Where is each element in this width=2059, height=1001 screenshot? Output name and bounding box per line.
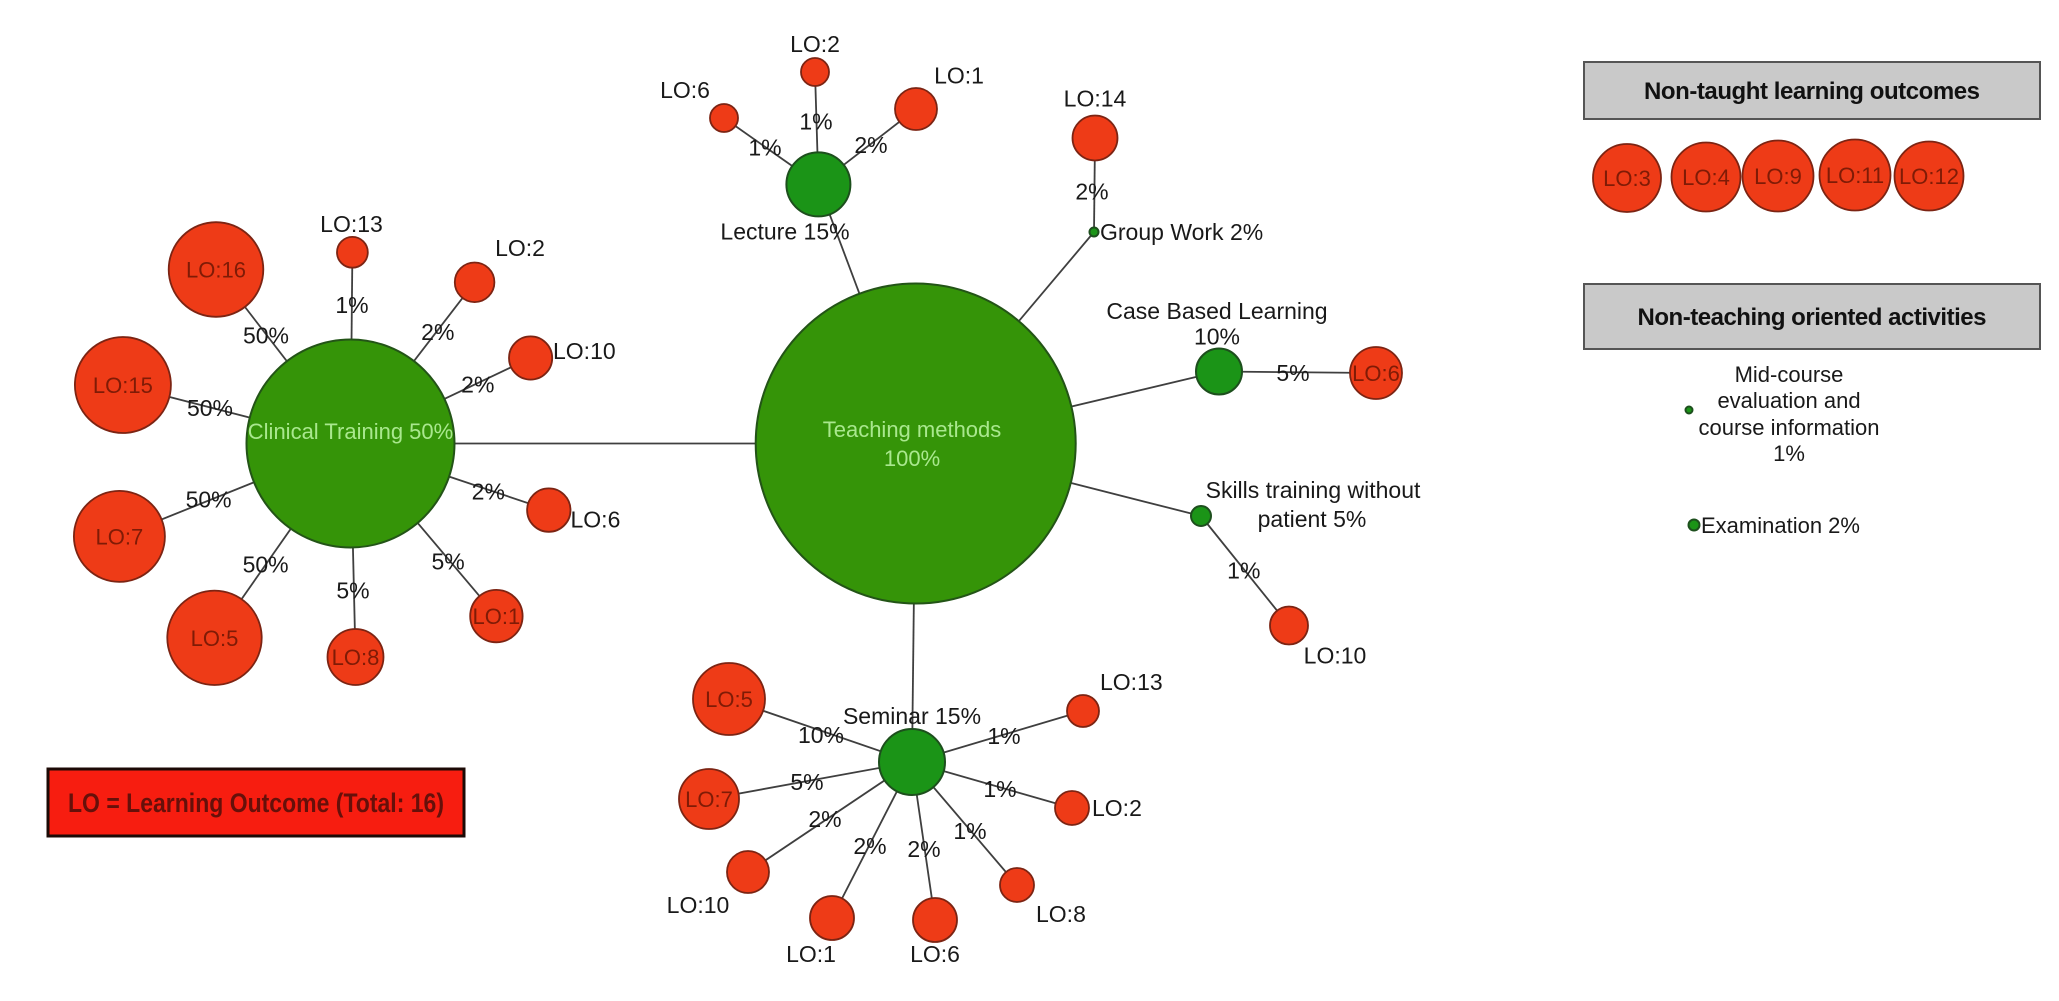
svg-text:LO:11: LO:11 <box>1826 163 1884 188</box>
svg-text:1%: 1% <box>987 723 1020 749</box>
svg-text:2%: 2% <box>907 836 940 862</box>
svg-text:1%: 1% <box>748 135 781 161</box>
svg-text:LO:10: LO:10 <box>553 338 616 364</box>
svg-text:Clinical Training 50%: Clinical Training 50% <box>248 419 453 444</box>
svg-text:Non-teaching oriented activiti: Non-teaching oriented activities <box>1638 304 1987 331</box>
svg-text:Skills training without: Skills training without <box>1206 477 1421 503</box>
svg-text:2%: 2% <box>853 833 886 859</box>
svg-text:LO:8: LO:8 <box>332 645 380 670</box>
svg-text:Non-taught learning outcomes: Non-taught learning outcomes <box>1644 78 1980 105</box>
svg-text:LO:1: LO:1 <box>473 604 521 629</box>
svg-text:Examination 2%: Examination 2% <box>1701 513 1860 538</box>
svg-text:LO:9: LO:9 <box>1754 164 1802 189</box>
svg-text:evaluation and: evaluation and <box>1717 388 1860 413</box>
svg-text:LO:6: LO:6 <box>660 77 710 103</box>
svg-text:1%: 1% <box>1227 558 1260 584</box>
svg-text:LO:13: LO:13 <box>1100 669 1163 695</box>
svg-text:1%: 1% <box>335 292 368 318</box>
svg-text:10%: 10% <box>798 722 844 748</box>
svg-text:LO:2: LO:2 <box>495 235 545 261</box>
svg-text:LO:5: LO:5 <box>191 626 239 651</box>
svg-text:LO:10: LO:10 <box>1304 643 1367 669</box>
svg-text:LO:16: LO:16 <box>186 258 246 283</box>
svg-text:50%: 50% <box>243 551 289 577</box>
svg-text:LO:14: LO:14 <box>1064 86 1127 112</box>
svg-text:5%: 5% <box>431 549 464 575</box>
svg-text:2%: 2% <box>472 479 505 505</box>
svg-text:LO:6: LO:6 <box>1352 361 1400 386</box>
svg-text:course information: course information <box>1699 415 1880 440</box>
svg-text:patient 5%: patient 5% <box>1258 506 1367 532</box>
svg-text:LO:5: LO:5 <box>705 687 753 712</box>
svg-text:1%: 1% <box>799 109 832 135</box>
svg-text:Mid-course: Mid-course <box>1735 362 1844 387</box>
svg-text:LO:2: LO:2 <box>1092 795 1142 821</box>
svg-text:LO:15: LO:15 <box>93 373 153 398</box>
svg-text:2%: 2% <box>1075 179 1108 205</box>
svg-text:1%: 1% <box>953 818 986 844</box>
svg-text:2%: 2% <box>854 132 887 158</box>
svg-text:50%: 50% <box>187 395 233 421</box>
svg-text:LO = Learning Outcome (Total:: LO = Learning Outcome (Total: 16) <box>68 788 444 818</box>
svg-text:LO:10: LO:10 <box>667 892 730 918</box>
svg-text:LO:2: LO:2 <box>790 31 840 57</box>
svg-text:LO:13: LO:13 <box>320 211 383 237</box>
svg-text:LO:7: LO:7 <box>685 787 733 812</box>
svg-text:5%: 5% <box>1276 360 1309 386</box>
svg-text:LO:1: LO:1 <box>934 63 984 89</box>
svg-text:LO:4: LO:4 <box>1682 165 1730 190</box>
svg-text:Case Based Learning: Case Based Learning <box>1106 298 1327 324</box>
svg-text:2%: 2% <box>421 319 454 345</box>
svg-text:50%: 50% <box>243 323 289 349</box>
svg-text:LO:1: LO:1 <box>786 941 836 967</box>
svg-text:1%: 1% <box>983 776 1016 802</box>
svg-text:5%: 5% <box>790 769 823 795</box>
svg-text:LO:6: LO:6 <box>910 941 960 967</box>
svg-text:Group Work 2%: Group Work 2% <box>1100 219 1263 245</box>
svg-text:Teaching methods: Teaching methods <box>823 417 1002 442</box>
svg-text:Seminar 15%: Seminar 15% <box>843 703 981 729</box>
svg-text:Lecture 15%: Lecture 15% <box>720 219 849 245</box>
svg-text:2%: 2% <box>808 806 841 832</box>
svg-text:LO:8: LO:8 <box>1036 901 1086 927</box>
svg-text:2%: 2% <box>461 372 494 398</box>
svg-text:LO:3: LO:3 <box>1603 166 1651 191</box>
svg-text:100%: 100% <box>884 446 940 471</box>
svg-text:1%: 1% <box>1773 441 1805 466</box>
svg-text:10%: 10% <box>1194 324 1240 350</box>
svg-text:LO:6: LO:6 <box>571 507 621 533</box>
svg-text:LO:7: LO:7 <box>96 524 144 549</box>
svg-text:50%: 50% <box>186 487 232 513</box>
svg-text:LO:12: LO:12 <box>1899 164 1959 189</box>
svg-text:5%: 5% <box>336 578 369 604</box>
